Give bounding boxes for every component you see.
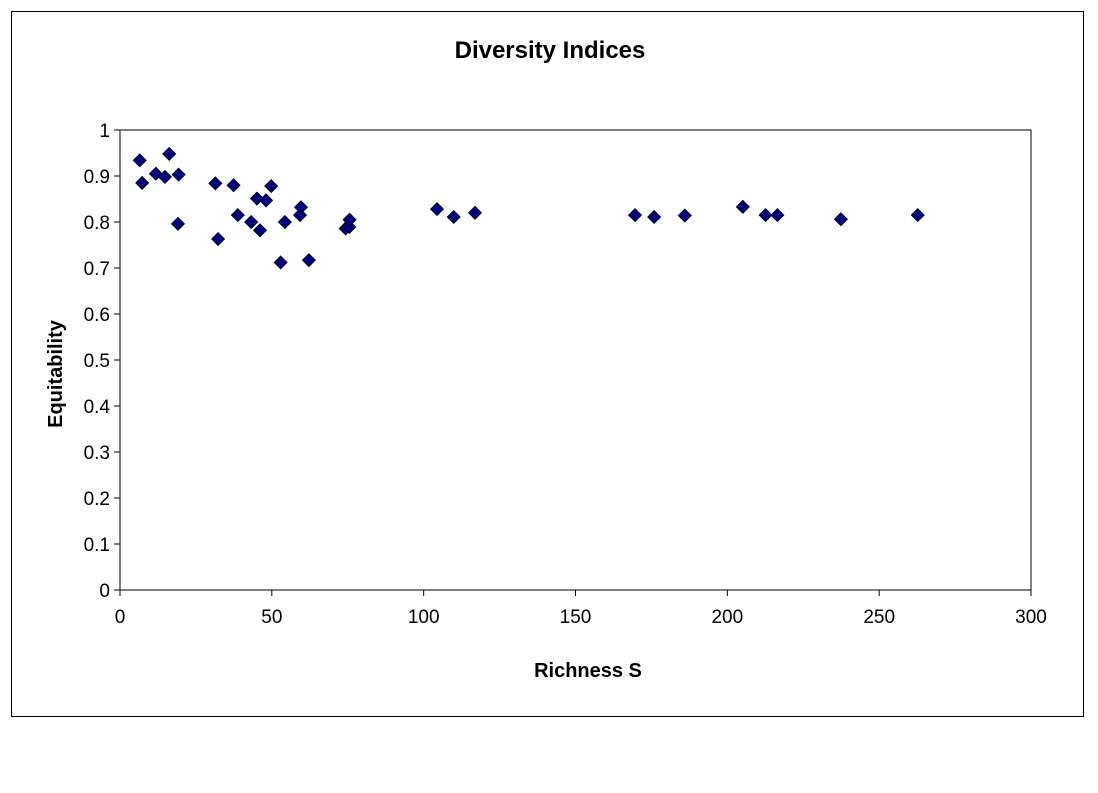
x-tick-label: 300 bbox=[1015, 607, 1047, 628]
data-point bbox=[467, 205, 483, 220]
data-point bbox=[258, 193, 274, 208]
y-tick-label: 0.3 bbox=[84, 443, 110, 464]
data-point bbox=[170, 216, 186, 231]
y-tick-label: 0.8 bbox=[84, 213, 110, 234]
x-tick-label: 100 bbox=[408, 607, 440, 628]
data-point bbox=[135, 175, 150, 190]
data-point bbox=[230, 208, 245, 223]
y-tick-label: 1 bbox=[99, 121, 110, 142]
x-tick-label: 50 bbox=[261, 607, 282, 628]
y-tick-label: 0.5 bbox=[84, 351, 110, 372]
x-axis-title: Richness S bbox=[534, 660, 642, 682]
chart-frame: Diversity Indices 0 0.1 0.2 0.3 0.4 0.5 0.6 0.7… bbox=[11, 11, 1084, 717]
x-tick-label: 0 bbox=[115, 607, 126, 628]
data-point bbox=[132, 153, 147, 168]
x-tick-label: 200 bbox=[711, 607, 743, 628]
data-point bbox=[342, 212, 357, 227]
scatter-chart: Diversity Indices 0 0.1 0.2 0.3 0.4 0.5 0.6 0.7… bbox=[45, 37, 1047, 682]
x-tick-label: 150 bbox=[560, 607, 592, 628]
data-point bbox=[293, 200, 309, 215]
data-point bbox=[758, 208, 773, 223]
data-point bbox=[833, 212, 848, 227]
y-tick-label: 0.6 bbox=[84, 305, 110, 326]
data-point bbox=[226, 178, 241, 193]
y-axis-ticks: 0 0.1 0.2 0.3 0.4 0.5 0.6 0.7 0.8 0.9 1 bbox=[84, 121, 120, 602]
y-axis-title: Equitability bbox=[45, 319, 67, 428]
data-point bbox=[429, 202, 445, 217]
y-tick-label: 0.9 bbox=[84, 167, 110, 188]
data-point bbox=[252, 223, 268, 238]
data-point bbox=[157, 169, 173, 184]
y-tick-label: 0 bbox=[99, 581, 110, 602]
plot-area bbox=[119, 129, 1032, 591]
y-tick-label: 0.2 bbox=[84, 489, 110, 510]
data-point bbox=[735, 199, 750, 214]
y-tick-label: 0.4 bbox=[84, 397, 111, 418]
chart-title: Diversity Indices bbox=[455, 37, 646, 64]
data-point bbox=[627, 208, 643, 223]
data-point bbox=[249, 191, 265, 206]
data-point bbox=[162, 146, 177, 161]
data-point bbox=[647, 209, 662, 225]
data-point bbox=[244, 214, 259, 230]
y-tick-label: 0.1 bbox=[84, 535, 110, 556]
data-point bbox=[273, 255, 288, 270]
x-tick-label: 250 bbox=[863, 607, 895, 628]
data-point bbox=[770, 208, 785, 223]
x-axis-ticks: 0 50 100 150 200 250 300 bbox=[115, 590, 1047, 628]
data-point bbox=[677, 208, 692, 223]
data-point bbox=[446, 209, 461, 225]
data-points bbox=[132, 146, 925, 270]
data-point bbox=[211, 231, 226, 247]
data-point bbox=[277, 214, 292, 230]
data-point bbox=[171, 167, 186, 182]
y-tick-label: 0.7 bbox=[84, 259, 110, 280]
data-point bbox=[301, 253, 316, 268]
data-point bbox=[208, 176, 223, 191]
data-point bbox=[910, 208, 925, 223]
data-point bbox=[264, 179, 279, 194]
